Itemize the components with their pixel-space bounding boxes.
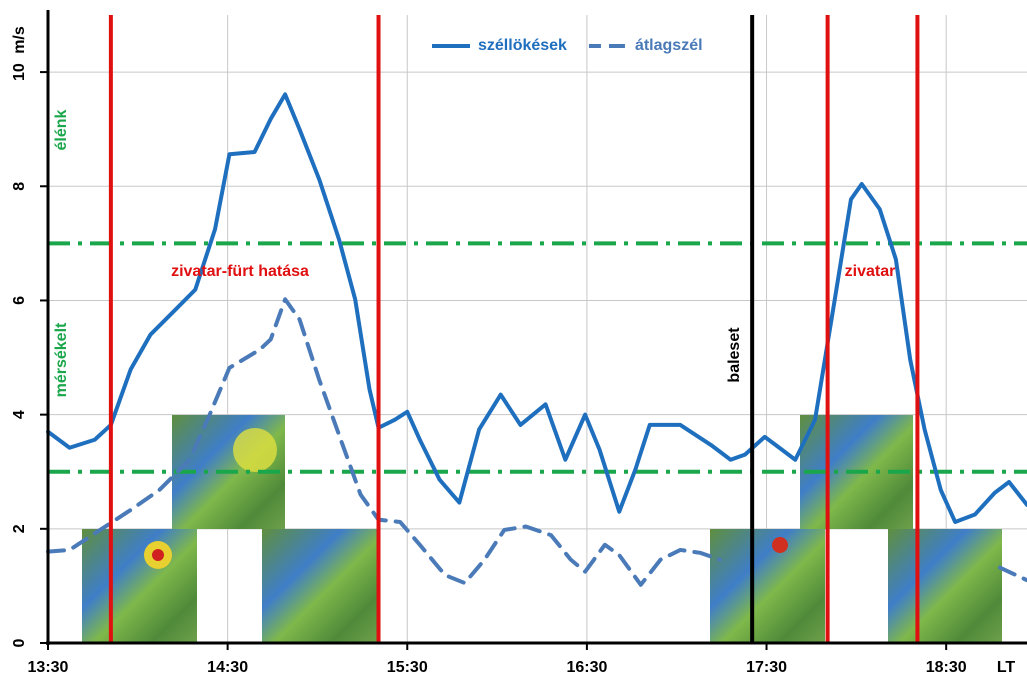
x-tick-label: 16:30 <box>566 659 607 676</box>
page: m/s LT zivatar-fürt hatása zivatar bales… <box>0 0 1027 681</box>
legend-label: széllökések <box>478 37 567 54</box>
annotation: mérsékelt <box>53 322 70 397</box>
annotation: zivatar <box>845 263 896 280</box>
y-tick-label: 6 <box>11 296 28 305</box>
x-tick-label: 17:30 <box>746 659 787 676</box>
y-tick-label: 4 <box>11 410 28 419</box>
x-tick-label: 18:30 <box>926 659 967 676</box>
y-tick-label: 0 <box>11 638 28 647</box>
legend: széllökések átlagszél <box>432 37 703 54</box>
x-tick-label: 14:30 <box>207 659 248 676</box>
radar-echo <box>772 537 788 553</box>
radar-echo <box>233 428 277 472</box>
y-tick-label: 10 <box>11 63 28 81</box>
x-axis-label: LT <box>997 659 1016 676</box>
chart: m/s LT zivatar-fürt hatása zivatar bales… <box>0 0 1027 681</box>
legend-label: átlagszél <box>635 37 703 54</box>
annotation: zivatar-fürt hatása <box>171 263 309 280</box>
annotation: élénk <box>53 109 70 150</box>
y-tick-label: 8 <box>11 182 28 191</box>
x-tick-label: 13:30 <box>28 659 69 676</box>
satellite-image <box>262 529 377 643</box>
y-axis-label: m/s <box>11 26 28 54</box>
satellite-image <box>710 529 825 643</box>
satellite-image <box>82 529 197 643</box>
satellite-image <box>888 529 1002 643</box>
y-tick-label: 2 <box>11 524 28 533</box>
radar-echo <box>152 549 164 561</box>
annotation: baleset <box>726 327 743 383</box>
x-tick-label: 15:30 <box>387 659 428 676</box>
